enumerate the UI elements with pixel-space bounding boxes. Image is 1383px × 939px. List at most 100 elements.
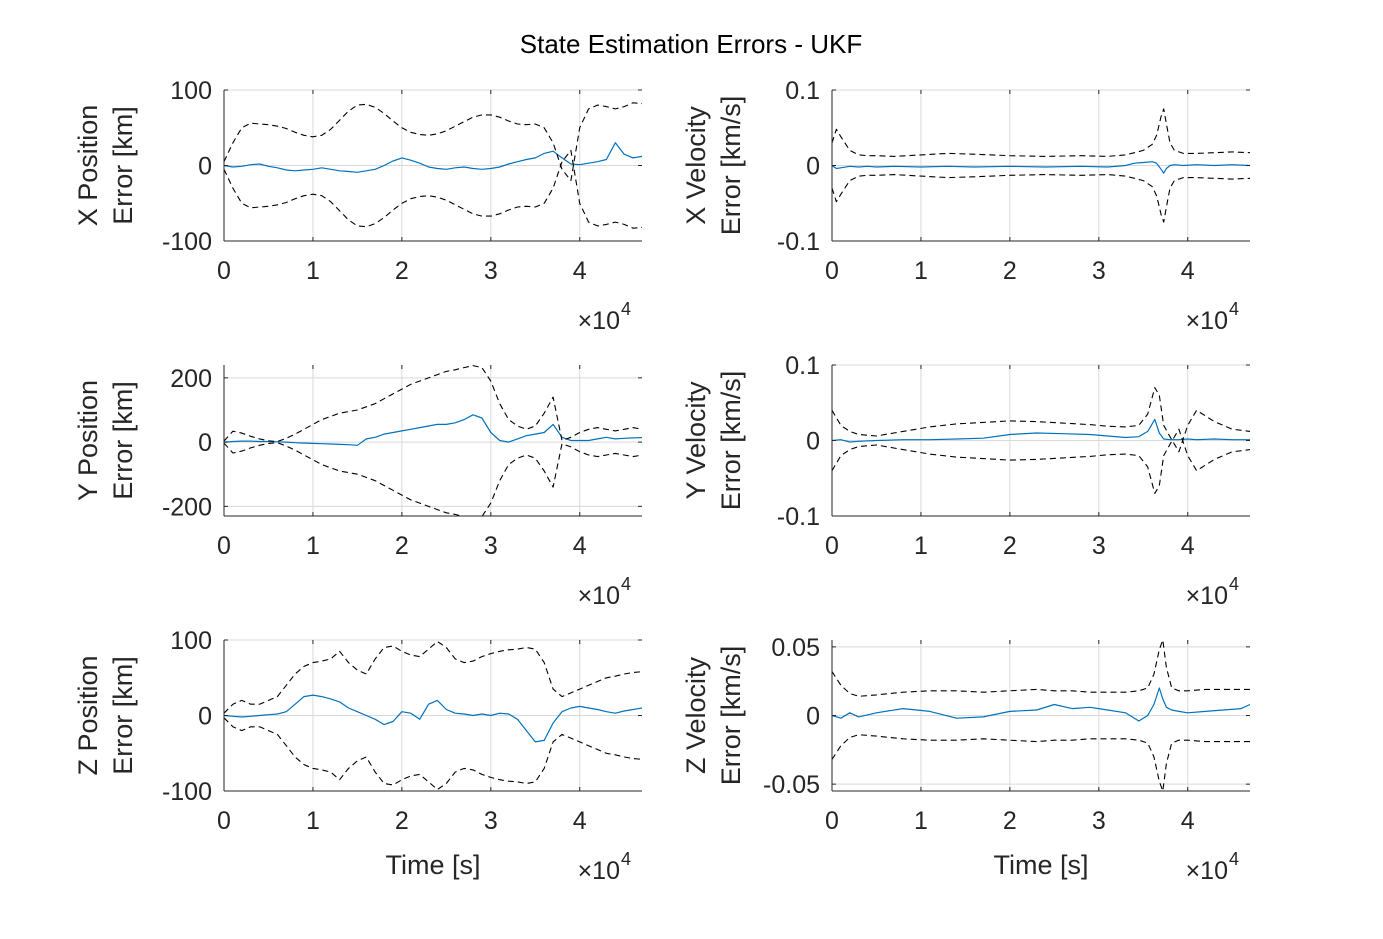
y-tick-label: -0.1 <box>777 228 820 256</box>
x-tick-label: 0 <box>217 807 231 835</box>
x-tick-label: 3 <box>1092 532 1106 560</box>
x-tick-label: 3 <box>484 257 498 285</box>
x-tick-label: 4 <box>573 257 587 285</box>
y-tick-label: -100 <box>162 228 212 256</box>
series-group <box>224 102 642 229</box>
y-axis-label-line1: Y Velocity <box>681 381 711 500</box>
y-tick-label: 100 <box>170 77 212 105</box>
series-lower-bound <box>832 428 1250 494</box>
series-estimate <box>832 161 1250 174</box>
y-tick-label: 0.05 <box>771 634 820 662</box>
x-exponent-label: ×10 <box>578 857 620 885</box>
y-axis-label: X Position Error [km] <box>73 105 138 227</box>
x-tick-label: 0 <box>825 532 839 560</box>
y-axis-label-line1: X Position <box>73 105 103 227</box>
x-tick-label: 2 <box>1003 807 1017 835</box>
y-axis-label-line2: Error [km] <box>108 106 138 225</box>
y-tick-label: 0 <box>806 428 820 456</box>
series-upper-bound <box>832 387 1250 453</box>
y-tick-label: 0.1 <box>785 77 820 105</box>
y-tick-label: 0.1 <box>785 352 820 380</box>
x-exponent-label: ×10 <box>1186 307 1228 335</box>
x-tick-label: 4 <box>1181 257 1195 285</box>
series-group <box>832 387 1250 494</box>
figure-title: State Estimation Errors - UKF <box>520 29 862 59</box>
y-axis-label-line2: Error [km] <box>108 656 138 775</box>
series-estimate <box>224 414 642 446</box>
series-lower-bound <box>224 149 642 229</box>
x-tick-label: 1 <box>306 257 320 285</box>
y-axis-label-line2: Error [km/s] <box>716 96 746 236</box>
x-tick-label: 4 <box>573 532 587 560</box>
subplot-2: 0 1 2 3 4-0.100.1×10 4X Velocity Error [km/s] <box>681 77 1250 335</box>
y-tick-label: 0 <box>198 429 212 457</box>
y-tick-label: 200 <box>170 365 212 393</box>
x-exponent-power: 4 <box>621 849 631 869</box>
x-tick-label: 1 <box>914 532 928 560</box>
x-exponent-power: 4 <box>621 299 631 319</box>
series-upper-bound <box>224 102 642 182</box>
x-tick-label: 0 <box>825 807 839 835</box>
x-tick-label: 1 <box>306 532 320 560</box>
x-tick-label: 3 <box>484 532 498 560</box>
x-tick-label: 0 <box>217 532 231 560</box>
series-group <box>832 108 1250 223</box>
x-axis-label: Time [s] <box>993 850 1088 880</box>
y-axis-label-line2: Error [km/s] <box>716 371 746 511</box>
y-tick-label: 0 <box>806 703 820 731</box>
y-axis-label-line1: Z Velocity <box>681 656 711 774</box>
y-axis-label: Y Position Error [km] <box>73 380 138 501</box>
y-axis-label: Y Velocity Error [km/s] <box>681 371 746 511</box>
y-tick-label: 100 <box>170 627 212 655</box>
y-axis-label: Z Velocity Error [km/s] <box>681 646 746 786</box>
x-tick-label: 1 <box>914 807 928 835</box>
y-tick-label: -100 <box>162 778 212 806</box>
y-axis-label-line2: Error [km] <box>108 381 138 500</box>
series-group <box>224 640 642 791</box>
y-tick-label: 0 <box>806 153 820 181</box>
x-tick-label: 0 <box>825 257 839 285</box>
series-estimate <box>224 142 642 173</box>
x-tick-label: 2 <box>1003 257 1017 285</box>
x-tick-label: 1 <box>914 257 928 285</box>
x-exponent-power: 4 <box>621 574 631 594</box>
x-exponent-power: 4 <box>1229 299 1239 319</box>
x-tick-label: 2 <box>395 257 409 285</box>
series-upper-bound <box>832 640 1250 697</box>
x-tick-label: 4 <box>1181 532 1195 560</box>
y-tick-label: 0 <box>198 153 212 181</box>
x-tick-label: 2 <box>395 807 409 835</box>
y-axis-label-line1: Z Position <box>73 655 103 775</box>
x-tick-label: 4 <box>573 807 587 835</box>
y-tick-label: -0.1 <box>777 503 820 531</box>
series-group <box>832 640 1250 791</box>
x-tick-label: 4 <box>1181 807 1195 835</box>
x-tick-label: 3 <box>1092 807 1106 835</box>
y-tick-label: 0 <box>198 703 212 731</box>
x-tick-label: 2 <box>1003 532 1017 560</box>
y-tick-label: -0.05 <box>763 771 820 799</box>
x-exponent-label: ×10 <box>578 582 620 610</box>
x-tick-label: 1 <box>306 807 320 835</box>
series-estimate <box>832 418 1250 443</box>
x-tick-label: 2 <box>395 532 409 560</box>
y-axis-label: X Velocity Error [km/s] <box>681 96 746 236</box>
series-group <box>224 365 642 516</box>
series-lower-bound <box>224 717 642 791</box>
x-exponent-label: ×10 <box>578 307 620 335</box>
y-axis-label: Z Position Error [km] <box>73 655 138 775</box>
series-estimate <box>224 694 642 743</box>
y-axis-label-line2: Error [km/s] <box>716 646 746 786</box>
subplot-4: 0 1 2 3 4-0.100.1×10 4Y Velocity Error [km/s] <box>681 352 1250 610</box>
x-tick-label: 0 <box>217 257 231 285</box>
series-lower-bound <box>832 734 1250 791</box>
x-exponent-label: ×10 <box>1186 857 1228 885</box>
series-upper-bound <box>224 640 642 714</box>
x-tick-label: 3 <box>484 807 498 835</box>
